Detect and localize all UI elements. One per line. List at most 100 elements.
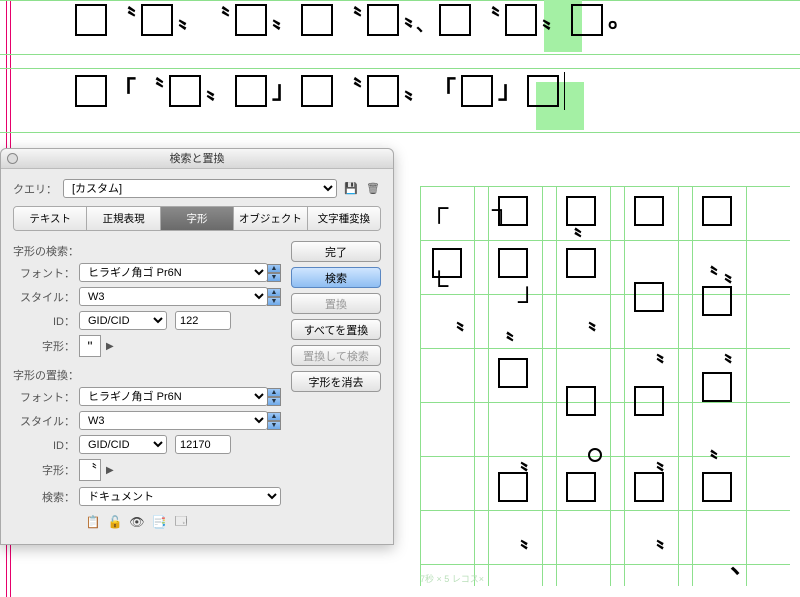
quote-mark: 〟 — [402, 79, 430, 103]
tab-glyph[interactable]: 字形 — [161, 207, 234, 230]
v-guide — [678, 186, 679, 586]
bracket-mark: 「 — [430, 79, 458, 103]
quote-mark: 〟 — [456, 304, 478, 336]
find-replace-dialog: 検索と置換 クエリ： [カスタム] 💾 🗑 テキスト 正規表現 字形 オブジェク… — [0, 148, 394, 545]
replace-id-input[interactable] — [175, 435, 231, 454]
glyph-box — [505, 4, 537, 36]
frame-footer: 7秒 × 5 レコス× — [420, 572, 484, 585]
save-query-icon[interactable]: 💾 — [343, 181, 359, 197]
bracket-mark: └ — [430, 270, 448, 301]
glyph-box — [141, 4, 173, 36]
scope-select[interactable]: ドキュメント — [79, 487, 281, 506]
search-options-toolbar: 📋 🔓 👁 📑 🗔 — [13, 514, 281, 530]
quote-mark: 〟 — [724, 256, 746, 288]
search-style-select[interactable]: W3 — [79, 287, 268, 306]
search-id-input[interactable] — [175, 311, 231, 330]
v-guide — [488, 186, 489, 586]
bracket-mark: 「 — [110, 79, 138, 103]
done-button[interactable]: 完了 — [291, 241, 381, 262]
tab-text[interactable]: テキスト — [14, 207, 87, 230]
glyph-box — [527, 75, 559, 107]
opt-icon[interactable]: 👁 — [129, 514, 145, 530]
opt-icon[interactable]: 📑 — [151, 514, 167, 530]
stepper-up-icon[interactable]: ▲ — [267, 412, 281, 421]
glyph-box — [301, 75, 333, 107]
replace-style-select[interactable]: W3 — [79, 411, 268, 430]
bracket-mark: 」 — [496, 79, 524, 103]
replace-id-type[interactable]: GID/CID — [79, 435, 167, 454]
opt-icon[interactable]: 🔓 — [107, 514, 123, 530]
h-guide — [420, 186, 790, 187]
bracket-mark: ┌ — [430, 192, 448, 223]
text-line[interactable]: 〝 〟 〝 〟 〝 〟、 〝 〟 。 — [72, 4, 634, 36]
change-button[interactable]: 置換 — [291, 293, 381, 314]
replace-glyph-cell[interactable]: 〝 — [79, 459, 101, 481]
v-guide — [624, 186, 625, 586]
quote-mark: 〟、 — [402, 6, 436, 34]
replace-font-select[interactable]: ヒラギノ角ゴ Pr6N — [79, 387, 268, 406]
stepper-down-icon[interactable]: ▼ — [267, 273, 281, 282]
clear-glyph-button[interactable]: 字形を消去 — [291, 371, 381, 392]
close-icon[interactable] — [7, 153, 18, 164]
quote-mark: 〝 — [474, 8, 502, 32]
search-glyph-cell[interactable]: " — [79, 335, 101, 357]
search-section-label: 字形の検索： — [13, 243, 281, 259]
glyph-box — [498, 248, 528, 278]
find-button[interactable]: 検索 — [291, 267, 381, 288]
text-line[interactable]: 「 〝 〟 」 〝 〟 「 」 — [72, 72, 567, 110]
quote-mark: 〝 — [110, 8, 138, 32]
change-all-button[interactable]: すべてを置換 — [291, 319, 381, 340]
scope-label: 検索： — [13, 489, 75, 505]
id-label: ID： — [13, 313, 75, 329]
tab-transliterate[interactable]: 文字種変換 — [308, 207, 380, 230]
h-guide — [0, 54, 800, 55]
opt-icon[interactable]: 🗔 — [173, 514, 189, 530]
id-label: ID： — [13, 437, 75, 453]
stepper-up-icon[interactable]: ▲ — [267, 264, 281, 273]
glyph-label: 字形： — [13, 462, 75, 478]
stepper-down-icon[interactable]: ▼ — [267, 297, 281, 306]
tab-object[interactable]: オブジェクト — [234, 207, 307, 230]
stepper-down-icon[interactable]: ▼ — [267, 421, 281, 430]
glyph-flyout-icon[interactable]: ▶ — [106, 465, 114, 476]
h-guide — [420, 240, 790, 241]
quote-mark: 〟 — [270, 8, 298, 32]
quote-mark: 〟 — [588, 304, 610, 336]
glyph-box — [461, 75, 493, 107]
search-font-select[interactable]: ヒラギノ角ゴ Pr6N — [79, 263, 268, 282]
stepper-up-icon[interactable]: ▲ — [267, 388, 281, 397]
replace-section-label: 字形の置換： — [13, 367, 281, 383]
h-guide — [0, 132, 800, 133]
font-label: フォント： — [13, 265, 75, 281]
tab-regex[interactable]: 正規表現 — [87, 207, 160, 230]
quote-mark: 〝 — [336, 79, 364, 103]
vertical-text-area[interactable]: ┌ └ 〟 ┐ ┘ 〝 〟 〟 〝 〟 〟 〟 〟 〟 〝 〟 〝 、 — [420, 186, 790, 586]
h-guide — [420, 456, 790, 457]
glyph-box — [702, 372, 732, 402]
query-select[interactable]: [カスタム] — [63, 179, 337, 198]
v-guide — [556, 186, 557, 586]
quote-mark: 〟 — [540, 8, 568, 32]
change-find-button[interactable]: 置換して検索 — [291, 345, 381, 366]
quote-mark: 〝 — [492, 326, 514, 358]
stepper-down-icon[interactable]: ▼ — [267, 397, 281, 406]
delete-query-icon[interactable]: 🗑 — [365, 181, 381, 197]
dialog-titlebar[interactable]: 検索と置換 — [1, 149, 393, 169]
v-guide — [610, 186, 611, 586]
v-guide — [542, 186, 543, 586]
glyph-box — [571, 4, 603, 36]
opt-icon[interactable]: 📋 — [85, 514, 101, 530]
search-id-type[interactable]: GID/CID — [79, 311, 167, 330]
quote-mark: 〟 — [204, 79, 232, 103]
glyph-box — [634, 386, 664, 416]
glyph-box — [498, 472, 528, 502]
glyph-flyout-icon[interactable]: ▶ — [106, 341, 114, 352]
glyph-box — [566, 248, 596, 278]
quote-mark: 〟 — [724, 336, 746, 368]
quote-mark: 〟 — [176, 8, 204, 32]
glyph-box — [702, 472, 732, 502]
dialog-title: 検索と置換 — [170, 153, 225, 165]
quote-mark: 〟 — [656, 522, 678, 554]
glyph-box — [75, 4, 107, 36]
stepper-up-icon[interactable]: ▲ — [267, 288, 281, 297]
